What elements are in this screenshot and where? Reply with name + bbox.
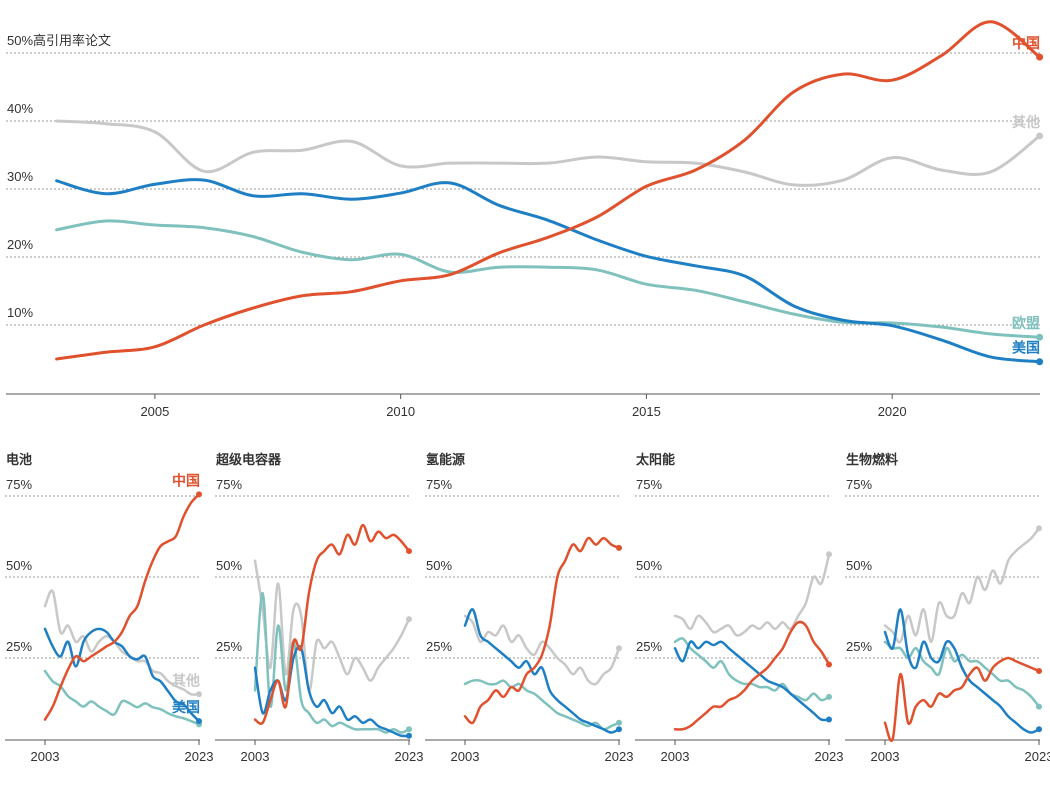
series-line — [673, 637, 831, 702]
series-line — [43, 627, 201, 723]
end-point — [1036, 726, 1042, 733]
series-label: 美国 — [172, 699, 200, 715]
x-tick-label: 2003 — [871, 749, 900, 764]
x-tick-label: 2020 — [878, 404, 907, 419]
y-tick-label: 50% — [636, 558, 662, 573]
y-tick-label: 75% — [216, 477, 242, 492]
y-tick-label: 75% — [426, 477, 452, 492]
series-label: 中国 — [1012, 35, 1040, 51]
y-tick-label: 25% — [216, 639, 242, 654]
end-point — [406, 732, 412, 739]
series-line — [43, 589, 201, 696]
panel-title: 生物燃料 — [846, 452, 898, 467]
end-point — [616, 726, 622, 733]
end-point — [826, 716, 832, 723]
series-line — [55, 119, 1042, 187]
series-line — [883, 608, 1041, 734]
end-point — [1036, 525, 1042, 532]
y-tick-label: 50%高引用率论文 — [7, 33, 111, 48]
series-line — [253, 591, 411, 734]
x-tick-label: 2023 — [185, 749, 214, 764]
y-tick-label: 40% — [7, 101, 33, 116]
end-point — [1036, 53, 1044, 61]
panel-title: 氢能源 — [426, 452, 465, 467]
series-line — [463, 536, 621, 725]
panel-title: 电池 — [6, 452, 32, 467]
end-point — [196, 491, 202, 498]
end-point — [406, 726, 412, 733]
series-line — [673, 620, 831, 731]
y-tick-label: 25% — [6, 639, 32, 654]
series-line — [43, 493, 201, 721]
end-point — [826, 661, 832, 668]
x-tick-label: 2010 — [386, 404, 415, 419]
y-tick-label: 75% — [846, 477, 872, 492]
y-tick-label: 50% — [426, 558, 452, 573]
series-label: 欧盟 — [1012, 315, 1040, 331]
y-tick-label: 25% — [846, 639, 872, 654]
series-line — [55, 20, 1042, 361]
end-point — [1036, 132, 1044, 140]
end-point — [406, 548, 412, 555]
series-line — [463, 608, 621, 734]
end-point — [1036, 703, 1042, 710]
end-point — [196, 718, 202, 725]
end-point — [826, 551, 832, 558]
x-tick-label: 2015 — [632, 404, 661, 419]
series-line — [883, 640, 1041, 708]
series-line — [463, 614, 621, 686]
series-line — [253, 523, 411, 725]
series-label: 中国 — [172, 472, 200, 488]
end-point — [1036, 358, 1044, 366]
end-point — [1036, 333, 1044, 341]
end-point — [616, 645, 622, 652]
panel-title: 超级电容器 — [216, 452, 282, 467]
y-tick-label: 10% — [7, 305, 33, 320]
x-tick-label: 2005 — [140, 404, 169, 419]
y-tick-label: 75% — [636, 477, 662, 492]
series-line — [673, 640, 831, 722]
series-label: 其他 — [172, 672, 200, 688]
y-tick-label: 30% — [7, 169, 33, 184]
end-point — [196, 691, 202, 698]
series-line — [55, 178, 1042, 364]
end-point — [826, 693, 832, 700]
end-point — [616, 544, 622, 551]
series-label: 其他 — [1012, 114, 1040, 130]
series-line — [253, 559, 411, 692]
y-tick-label: 25% — [426, 639, 452, 654]
end-point — [1036, 667, 1042, 674]
x-tick-label: 2003 — [31, 749, 60, 764]
x-tick-label: 2003 — [451, 749, 480, 764]
y-tick-label: 75% — [6, 477, 32, 492]
x-tick-label: 2003 — [661, 749, 690, 764]
series-line — [463, 679, 621, 731]
end-point — [406, 616, 412, 623]
y-tick-label: 50% — [846, 558, 872, 573]
y-tick-label: 50% — [6, 558, 32, 573]
series-line — [883, 656, 1041, 742]
x-tick-label: 2023 — [1025, 749, 1050, 764]
y-tick-label: 50% — [216, 558, 242, 573]
end-point — [616, 719, 622, 726]
x-tick-label: 2023 — [395, 749, 424, 764]
x-tick-label: 2023 — [815, 749, 844, 764]
series-line — [883, 527, 1041, 644]
series-line — [43, 669, 201, 726]
x-tick-label: 2003 — [241, 749, 270, 764]
x-tick-label: 2023 — [605, 749, 634, 764]
y-tick-label: 20% — [7, 237, 33, 252]
series-label: 美国 — [1012, 340, 1040, 356]
y-tick-label: 25% — [636, 639, 662, 654]
panel-title: 太阳能 — [635, 452, 675, 467]
series-line — [673, 553, 831, 637]
